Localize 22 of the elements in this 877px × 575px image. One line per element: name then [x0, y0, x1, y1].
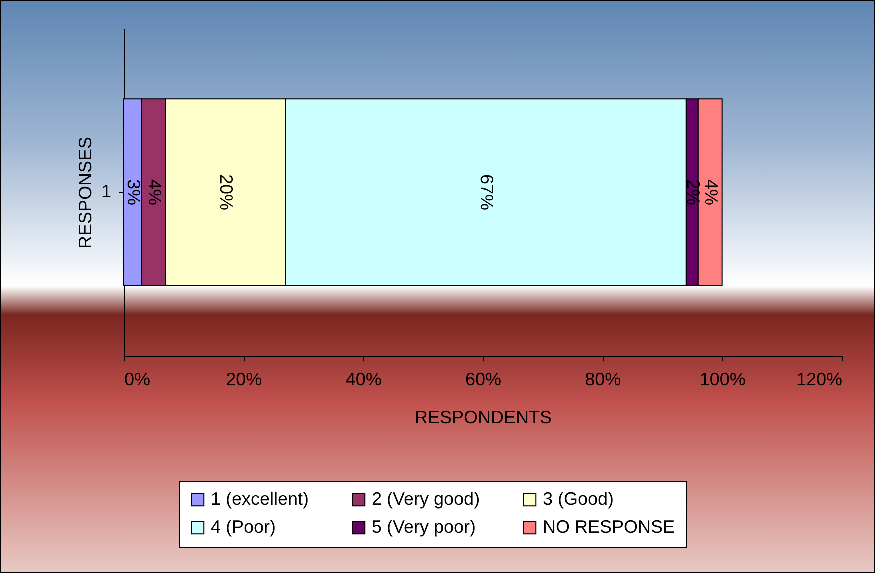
- data-label: 4%: [701, 179, 722, 206]
- legend-label: NO RESPONSE: [543, 517, 676, 537]
- data-label: 3%: [124, 179, 144, 206]
- legend-label: 4 (Poor): [211, 517, 276, 537]
- legend-label: 1 (excellent): [211, 489, 310, 509]
- y-axis-title: RESPONSES: [75, 136, 96, 250]
- data-label: 4%: [144, 179, 165, 206]
- x-tick-label: 120%: [796, 370, 842, 390]
- x-tick-label: 40%: [346, 370, 382, 390]
- x-tick-label: 80%: [585, 370, 622, 390]
- x-tick-label: 100%: [700, 370, 746, 390]
- legend-label: 5 (Very poor): [372, 517, 476, 537]
- data-label: 2%: [683, 179, 704, 206]
- x-tick-label: 20%: [226, 370, 262, 390]
- y-tick-label: 1: [101, 182, 112, 202]
- data-label: 20%: [216, 174, 237, 211]
- x-axis-title: RESPONDENTS: [414, 408, 552, 428]
- x-tick-label: 60%: [465, 370, 502, 390]
- data-label: 67%: [476, 174, 497, 211]
- x-tick-label: 0%: [124, 370, 151, 390]
- legend-label: 2 (Very good): [372, 489, 480, 509]
- legend-label: 3 (Good): [543, 489, 614, 509]
